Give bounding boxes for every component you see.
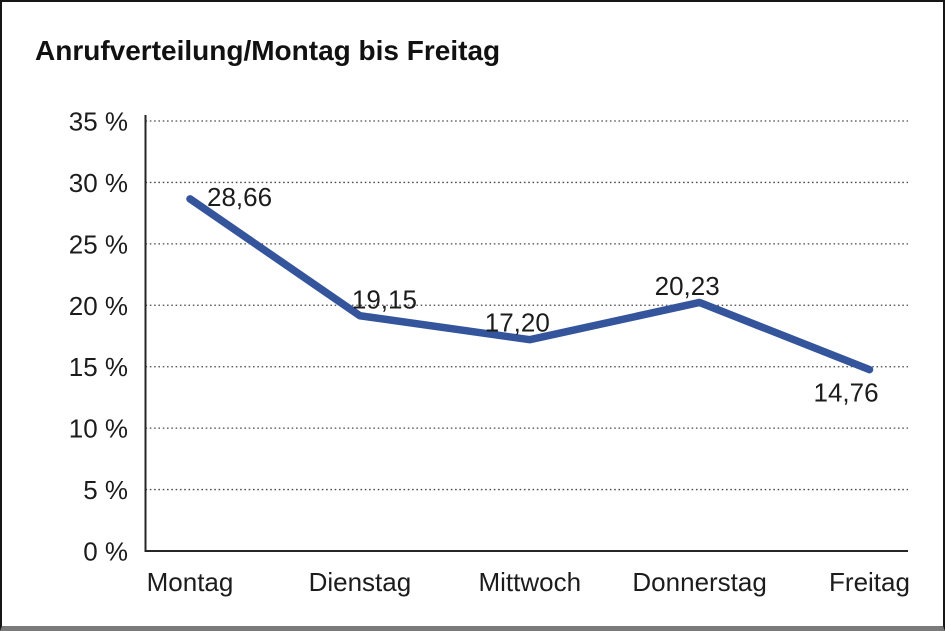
y-tick-label: 20 %: [69, 291, 128, 321]
x-axis-label: Montag: [147, 567, 234, 597]
data-line: [186, 195, 874, 374]
y-tick-label: 10 %: [69, 414, 128, 444]
gridlines: [145, 120, 908, 491]
data-point-label: 28,66: [207, 182, 272, 212]
data-point-label: 17,20: [485, 308, 550, 338]
y-tick-label: 35 %: [69, 107, 128, 137]
data-point-labels: 28,66 19,15 17,20 20,23 14,76: [207, 182, 879, 408]
y-tick-label: 0 %: [83, 537, 128, 567]
chart-title: Anrufverteilung/Montag bis Freitag: [35, 35, 501, 66]
data-series: [186, 195, 874, 374]
x-axis-category-labels: Montag Dienstag Mittwoch Donnerstag Freitag: [147, 567, 910, 597]
x-axis-label: Mittwoch: [478, 567, 581, 597]
data-point-label: 20,23: [655, 271, 720, 301]
data-point-label: 19,15: [352, 285, 417, 315]
y-tick-label: 25 %: [69, 229, 128, 259]
data-point-label: 14,76: [814, 378, 879, 408]
y-tick-label: 5 %: [83, 475, 128, 505]
axes: [144, 115, 908, 552]
y-tick-label: 15 %: [69, 352, 128, 382]
x-axis-label: Freitag: [829, 567, 910, 597]
x-axis-label: Donnerstag: [632, 567, 766, 597]
y-axis-tick-labels: 0 % 5 % 10 % 15 % 20 % 25 % 30 % 35 %: [69, 107, 128, 567]
x-axis-label: Dienstag: [309, 567, 412, 597]
y-tick-label: 30 %: [69, 168, 128, 198]
